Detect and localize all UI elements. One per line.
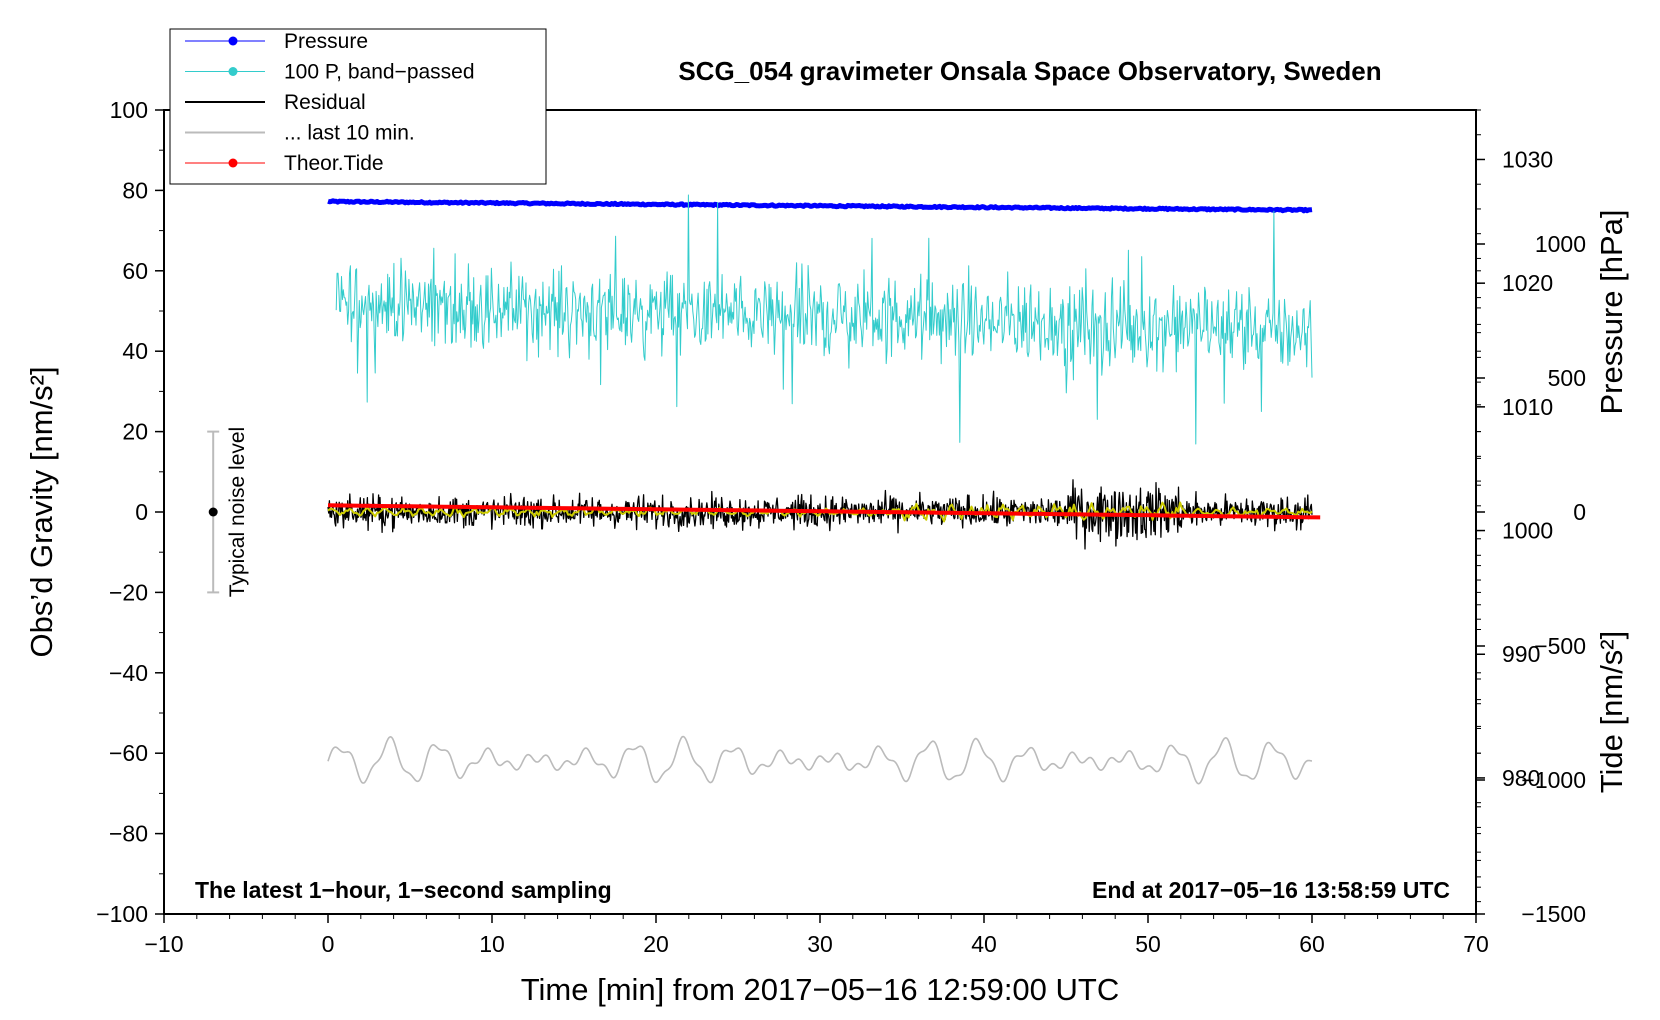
end-time-note: End at 2017−05−16 13:58:59 UTC — [1092, 877, 1450, 903]
y-axis-title-tide: Tide [nm/s²] — [1594, 631, 1629, 794]
y-tick-label: 0 — [135, 499, 148, 525]
x-axis: −10 0 10 20 30 40 50 60 70 — [144, 914, 1489, 957]
y-tick-label: −40 — [109, 660, 148, 686]
series-line-theoretical-tide — [327, 503, 1321, 520]
x-tick-label: 10 — [479, 931, 505, 957]
x-tick-label: −10 — [144, 931, 183, 957]
legend-marker — [228, 158, 238, 168]
chart-title: SCG_054 gravimeter Onsala Space Observat… — [678, 56, 1381, 86]
legend-label: Residual — [284, 91, 366, 114]
pressure-tick-label: 1020 — [1502, 270, 1553, 296]
legend-box — [169, 28, 547, 185]
tide-tick-label: 1000 — [1535, 231, 1586, 257]
legend-marker — [228, 67, 238, 76]
y-axis-tide: 1000 500 0 −500 −1000 −1500 — [1476, 231, 1586, 927]
series-line-pressure — [327, 198, 1313, 214]
y-tick-label: −80 — [109, 821, 148, 847]
noise-bar-point — [208, 507, 218, 517]
y-tick-label: 80 — [122, 177, 148, 203]
x-tick-label: 50 — [1135, 931, 1161, 957]
y-axis-title-pressure: Pressure [hPa] — [1594, 209, 1629, 414]
y-tick-label: 100 — [110, 97, 148, 123]
pressure-tick-label: 1010 — [1502, 394, 1553, 420]
y-tick-label: 40 — [122, 338, 148, 364]
series-line-band-passed-pressure — [335, 194, 1313, 445]
tide-tick-label: −1500 — [1521, 901, 1586, 927]
tide-tick-label: −1000 — [1521, 767, 1586, 793]
x-tick-label: 40 — [971, 931, 997, 957]
legend: Pressure 100 P, band−passed Residual ... la… — [169, 28, 547, 185]
legend-label: ... last 10 min. — [284, 122, 415, 145]
y-axis-title-gravity: Obs’d Gravity [nm/s²] — [24, 366, 59, 657]
series-line-residual — [327, 479, 1313, 550]
tide-tick-label: −500 — [1534, 633, 1586, 659]
y-axis-gravity: 100 80 60 40 20 0 −20 −40 −60 −80 −100 — [96, 97, 164, 927]
x-tick-label: 20 — [643, 931, 669, 957]
series-line-last-10-min — [327, 735, 1313, 785]
y-tick-label: 60 — [122, 258, 148, 284]
plot-area — [327, 194, 1321, 785]
x-tick-label: 0 — [322, 931, 335, 957]
y-tick-label: −20 — [109, 579, 148, 605]
pressure-tick-label: 1000 — [1502, 518, 1553, 544]
x-axis-title: Time [min] from 2017−05−16 12:59:00 UTC — [521, 972, 1120, 1007]
pressure-tick-label: 980 — [1502, 765, 1540, 791]
legend-label: Pressure — [284, 30, 368, 53]
y-axis-pressure: 1030 1020 1010 1000 990 980 — [1476, 109, 1553, 903]
y-tick-label: 20 — [122, 419, 148, 445]
sampling-note: The latest 1−hour, 1−second sampling — [195, 877, 612, 903]
noise-level-indicator — [207, 430, 220, 594]
legend-label: Theor.Tide — [284, 152, 384, 175]
tide-tick-label: 0 — [1573, 499, 1586, 525]
tide-tick-label: 500 — [1548, 365, 1586, 391]
y-tick-label: −60 — [109, 740, 148, 766]
x-tick-label: 60 — [1299, 931, 1325, 957]
pressure-tick-label: 990 — [1502, 641, 1540, 667]
x-tick-label: 70 — [1463, 931, 1489, 957]
legend-label: 100 P, band−passed — [284, 61, 475, 84]
legend-marker — [228, 36, 238, 46]
y-tick-label: −100 — [96, 901, 148, 927]
pressure-tick-label: 1030 — [1502, 146, 1553, 172]
noise-level-label: Typical noise level — [226, 427, 249, 597]
x-tick-label: 30 — [807, 931, 833, 957]
